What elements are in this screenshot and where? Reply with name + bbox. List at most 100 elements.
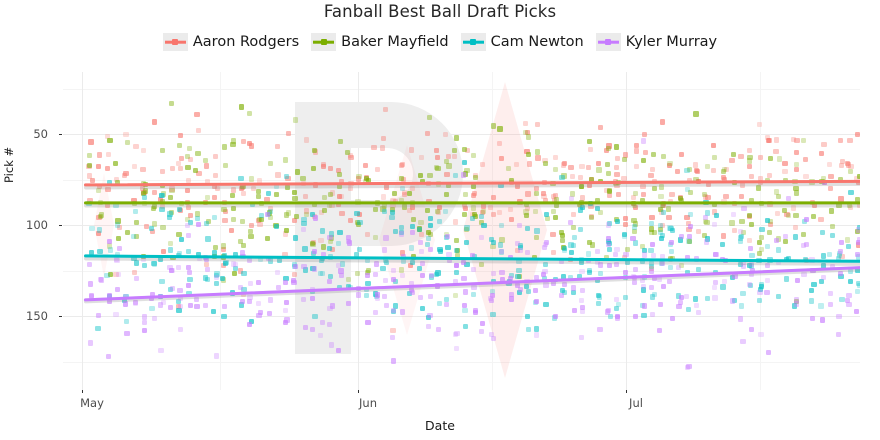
scatter-point bbox=[585, 258, 592, 264]
scatter-point bbox=[794, 166, 800, 172]
scatter-point bbox=[721, 279, 727, 285]
scatter-point bbox=[160, 299, 166, 305]
scatter-point bbox=[336, 240, 342, 246]
scatter-point bbox=[721, 167, 727, 173]
scatter-point bbox=[464, 168, 470, 174]
scatter-point bbox=[764, 243, 770, 250]
scatter-point bbox=[328, 235, 334, 241]
scatter-point bbox=[238, 104, 244, 110]
scatter-point bbox=[339, 210, 345, 217]
scatter-point bbox=[168, 100, 175, 107]
scatter-point bbox=[312, 215, 318, 221]
scatter-point bbox=[317, 332, 324, 338]
scatter-point bbox=[107, 138, 113, 144]
scatter-point bbox=[560, 162, 567, 168]
scatter-point bbox=[578, 200, 584, 206]
scatter-point bbox=[86, 201, 92, 207]
scatter-point bbox=[375, 291, 381, 297]
scatter-point bbox=[364, 257, 371, 264]
scatter-point bbox=[517, 286, 524, 292]
scatter-point bbox=[524, 225, 531, 231]
scatter-point bbox=[167, 211, 173, 217]
scatter-point bbox=[748, 173, 754, 180]
scatter-point bbox=[167, 286, 173, 292]
scatter-point bbox=[409, 259, 415, 266]
scatter-point bbox=[464, 261, 470, 267]
scatter-point bbox=[517, 199, 523, 205]
scatter-point bbox=[541, 244, 547, 250]
scatter-point bbox=[695, 228, 702, 234]
scatter-point bbox=[856, 179, 860, 186]
scatter-point bbox=[97, 213, 103, 219]
scatter-point bbox=[186, 291, 192, 297]
scatter-point bbox=[524, 149, 530, 155]
scatter-point bbox=[765, 134, 771, 140]
scatter-point bbox=[283, 275, 289, 281]
scatter-point bbox=[106, 292, 113, 298]
scatter-point bbox=[185, 232, 192, 238]
scatter-point bbox=[658, 261, 665, 267]
scatter-point bbox=[855, 288, 860, 294]
scatter-point bbox=[106, 180, 112, 186]
scatter-point bbox=[720, 284, 726, 290]
scatter-point bbox=[586, 251, 592, 257]
scatter-point bbox=[303, 212, 309, 218]
scatter-point bbox=[514, 248, 520, 254]
scatter-point bbox=[604, 162, 610, 168]
scatter-point bbox=[534, 149, 540, 155]
scatter-point bbox=[677, 237, 684, 243]
scatter-point bbox=[571, 212, 577, 218]
scatter-point bbox=[238, 238, 244, 244]
scatter-point bbox=[855, 281, 860, 287]
scatter-point bbox=[632, 240, 639, 246]
scatter-point bbox=[641, 303, 647, 309]
trend-line-baker-mayfield bbox=[83, 201, 860, 205]
scatter-point bbox=[669, 255, 676, 262]
scatter-point bbox=[497, 126, 503, 132]
scatter-point bbox=[713, 251, 719, 258]
scatter-point bbox=[115, 271, 122, 277]
scatter-point bbox=[791, 205, 797, 211]
scatter-point bbox=[99, 212, 105, 218]
scatter-point bbox=[463, 289, 469, 295]
scatter-point bbox=[213, 244, 219, 251]
scatter-point bbox=[723, 194, 729, 200]
scatter-point bbox=[417, 239, 423, 245]
scatter-point bbox=[517, 244, 524, 250]
scatter-point bbox=[175, 161, 181, 167]
scatter-point bbox=[158, 348, 164, 354]
scatter-point bbox=[436, 181, 442, 187]
legend-item-baker-mayfield[interactable]: Baker Mayfield bbox=[305, 33, 454, 51]
scatter-point bbox=[167, 241, 173, 247]
scatter-point bbox=[220, 243, 226, 249]
scatter-point bbox=[532, 209, 538, 215]
legend-item-aaron-rodgers[interactable]: Aaron Rodgers bbox=[157, 33, 305, 51]
scatter-point bbox=[248, 228, 254, 235]
scatter-point bbox=[124, 330, 130, 336]
scatter-point bbox=[399, 162, 406, 168]
scatter-point bbox=[640, 287, 646, 293]
scatter-point bbox=[793, 212, 799, 219]
scatter-point bbox=[195, 150, 201, 156]
scatter-point bbox=[365, 319, 371, 325]
y-axis-tick-mark bbox=[59, 316, 62, 317]
scatter-point bbox=[589, 242, 595, 248]
scatter-point bbox=[517, 248, 524, 254]
scatter-point bbox=[291, 278, 297, 284]
legend-item-kyler-murray[interactable]: Kyler Murray bbox=[590, 33, 723, 51]
scatter-point bbox=[335, 347, 341, 353]
scatter-point bbox=[401, 204, 407, 210]
scatter-point bbox=[140, 256, 146, 262]
scatter-point bbox=[391, 190, 397, 196]
scatter-point bbox=[185, 165, 191, 171]
scatter-point bbox=[344, 149, 350, 155]
confidence-band bbox=[379, 144, 436, 335]
scatter-point bbox=[856, 237, 860, 243]
scatter-point bbox=[471, 284, 477, 291]
scatter-point bbox=[345, 301, 351, 307]
scatter-point bbox=[177, 296, 183, 302]
legend-item-cam-newton[interactable]: Cam Newton bbox=[455, 33, 590, 51]
scatter-point bbox=[819, 151, 825, 157]
scatter-point bbox=[793, 190, 800, 196]
scatter-point bbox=[329, 342, 335, 348]
